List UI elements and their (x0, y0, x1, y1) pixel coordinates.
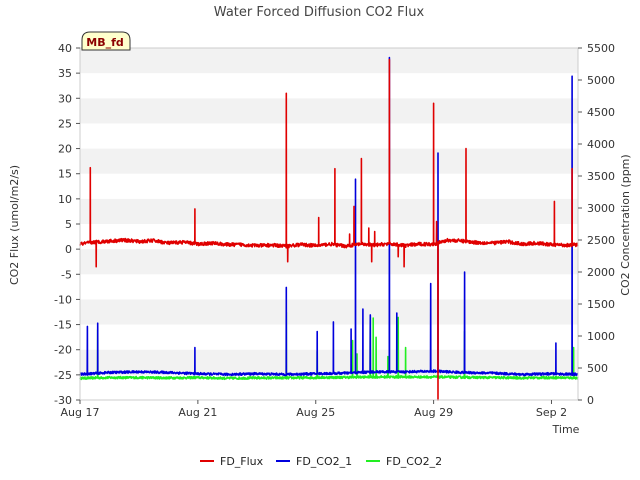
x-tick-label: Aug 25 (296, 406, 335, 419)
background-band (80, 224, 578, 250)
background-band (80, 73, 578, 99)
legend: FD_Flux FD_CO2_1 FD_CO2_2 (200, 455, 442, 468)
x-tick-label: Aug 21 (178, 406, 217, 419)
y-left-tick-label: 40 (58, 42, 72, 55)
site-badge: MB_fd (81, 31, 131, 51)
background-band (80, 148, 578, 174)
y-right-tick-label: 4500 (587, 106, 615, 119)
y-right-tick-label: 5000 (587, 74, 615, 87)
y-left-tick-label: -25 (54, 369, 72, 382)
legend-label-fd-flux: FD_Flux (220, 455, 264, 468)
series-line-fd-flux (79, 58, 579, 401)
y-right-tick-label: 5500 (587, 42, 615, 55)
background-band (80, 249, 578, 275)
y-axis-left-label: CO2 Flux (umol/m2/s) (8, 165, 21, 285)
y-axis-right-label: CO2 Concentration (ppm) (619, 154, 632, 295)
x-tick-label: Sep 2 (536, 406, 567, 419)
axis-ticks: -30 -25 -20 -15 -10 -5 0 5 10 15 20 25 30 35 40 0 500 100… (54, 42, 615, 419)
y-left-tick-label: 5 (65, 218, 72, 231)
y-left-tick-label: 10 (58, 193, 72, 206)
y-right-tick-label: 3000 (587, 202, 615, 215)
y-right-tick-label: 3500 (587, 170, 615, 183)
y-left-tick-label: -30 (54, 394, 72, 407)
y-left-tick-label: -10 (54, 293, 72, 306)
y-right-tick-label: 2000 (587, 266, 615, 279)
background-band (80, 274, 578, 300)
background-band (80, 123, 578, 149)
y-left-tick-label: -20 (54, 344, 72, 357)
legend-label-fd-co2-1: FD_CO2_1 (296, 455, 352, 468)
background-band (80, 299, 578, 325)
background-band (80, 173, 578, 199)
y-left-tick-label: 20 (58, 143, 72, 156)
chart-title: Water Forced Diffusion CO2 Flux (214, 5, 425, 20)
x-axis-label: Time (552, 423, 580, 436)
legend-label-fd-co2-2: FD_CO2_2 (386, 455, 442, 468)
x-tick-label: Aug 17 (61, 406, 100, 419)
y-left-tick-label: -5 (61, 268, 72, 281)
site-badge-box (81, 31, 131, 51)
background-band (80, 98, 578, 124)
background-band (80, 324, 578, 350)
y-right-tick-label: 1000 (587, 330, 615, 343)
y-right-tick-label: 500 (587, 362, 608, 375)
x-tick-label: Aug 29 (414, 406, 453, 419)
y-right-tick-label: 0 (587, 394, 594, 407)
background-bands (80, 48, 578, 400)
y-left-tick-label: -15 (54, 319, 72, 332)
y-left-tick-label: 15 (58, 168, 72, 181)
background-band (80, 198, 578, 224)
y-right-tick-label: 1500 (587, 298, 615, 311)
y-left-tick-label: 25 (58, 117, 72, 130)
y-right-tick-label: 2500 (587, 234, 615, 247)
series-line-fd-co2-2 (79, 311, 579, 381)
y-left-tick-label: 0 (65, 243, 72, 256)
y-left-tick-label: 30 (58, 92, 72, 105)
background-band (80, 48, 578, 74)
y-left-tick-label: 35 (58, 67, 72, 80)
series-line-fd-co2-1 (79, 56, 579, 377)
site-badge-label: MB_fd (86, 36, 124, 49)
y-right-tick-label: 4000 (587, 138, 615, 151)
plot-series (79, 56, 579, 401)
